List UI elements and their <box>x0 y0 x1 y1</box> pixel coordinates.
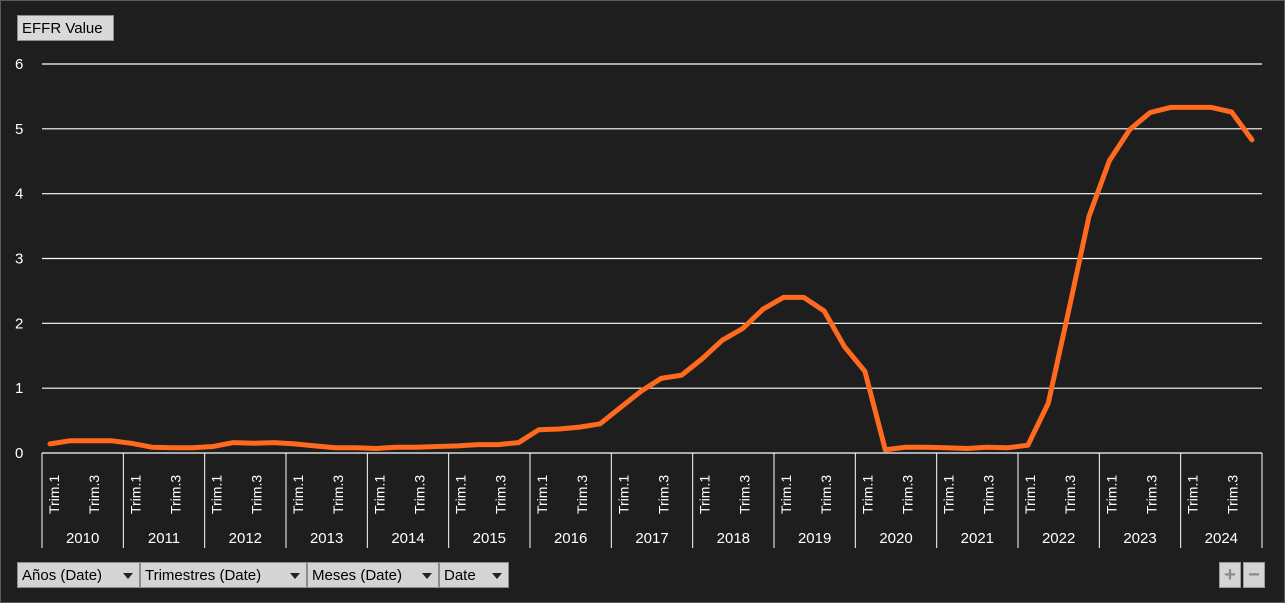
quarter-tick-label: Trim.3 <box>330 475 346 514</box>
field-button-years-label: Años (Date) <box>22 567 103 584</box>
field-button-years[interactable]: Años (Date) <box>17 562 140 588</box>
y-tick-label: 1 <box>15 380 23 397</box>
quarter-tick-label: Trim.1 <box>697 475 713 514</box>
year-label: 2014 <box>391 530 424 547</box>
quarter-tick-label: Trim.3 <box>493 475 509 514</box>
field-button-date-label: Date <box>444 567 476 584</box>
quarter-tick-label: Trim.1 <box>453 475 469 514</box>
quarter-tick-label: Trim.3 <box>249 475 265 514</box>
quarter-tick-label: Trim.1 <box>290 475 306 514</box>
quarter-tick-label: Trim.3 <box>818 475 834 514</box>
y-tick-label: 4 <box>15 186 23 203</box>
dropdown-arrow-icon <box>290 573 300 579</box>
quarter-tick-label: Trim.1 <box>778 475 794 514</box>
year-label: 2017 <box>635 530 668 547</box>
dropdown-arrow-icon <box>422 573 432 579</box>
year-label: 2011 <box>148 530 180 547</box>
y-tick-label: 6 <box>15 56 23 73</box>
field-button-quarters[interactable]: Trimestres (Date) <box>140 562 307 588</box>
quarter-tick-label: Trim.1 <box>127 475 143 514</box>
value-field-button[interactable]: EFFR Value <box>17 15 114 41</box>
quarter-tick-label: Trim.3 <box>411 475 427 514</box>
year-label: 2012 <box>229 530 262 547</box>
quarter-tick-label: Trim.1 <box>1103 475 1119 514</box>
quarter-tick-label: Trim.1 <box>1185 475 1201 514</box>
gridlines <box>42 63 1262 454</box>
y-tick-label: 5 <box>15 121 23 138</box>
quarter-tick-label: Trim.3 <box>167 475 183 514</box>
year-label: 2019 <box>798 530 831 547</box>
series-line-effr <box>47 104 1255 453</box>
quarter-tick-label: Trim.3 <box>1062 475 1078 514</box>
quarter-tick-label: Trim.1 <box>941 475 957 514</box>
y-axis-labels: 0 1 2 3 4 5 6 <box>15 56 23 462</box>
quarter-tick-label: Trim.1 <box>371 475 387 514</box>
value-field-label: EFFR Value <box>22 20 103 37</box>
y-tick-label: 3 <box>15 251 23 268</box>
year-label: 2016 <box>554 530 587 547</box>
year-label: 2013 <box>310 530 343 547</box>
year-label: 2015 <box>473 530 506 547</box>
quarter-tick-label: Trim.3 <box>899 475 915 514</box>
quarter-tick-label: Trim.3 <box>574 475 590 514</box>
year-label: 2021 <box>961 530 994 547</box>
dropdown-arrow-icon <box>123 573 133 579</box>
collapse-button[interactable]: − <box>1243 562 1265 588</box>
year-label: 2022 <box>1042 530 1075 547</box>
expand-button[interactable]: + <box>1219 562 1241 588</box>
y-tick-label: 0 <box>15 445 23 462</box>
year-label: 2010 <box>66 530 99 547</box>
quarter-tick-label: Trim.1 <box>46 475 62 514</box>
quarter-tick-label: Trim.3 <box>86 475 102 514</box>
quarter-tick-label: Trim.1 <box>615 475 631 514</box>
year-label: 2023 <box>1123 530 1156 547</box>
quarter-tick-label: Trim.1 <box>1022 475 1038 514</box>
dropdown-arrow-icon <box>492 573 502 579</box>
y-tick-label: 2 <box>15 315 23 332</box>
year-label: 2024 <box>1205 530 1238 547</box>
quarter-tick-label: Trim.3 <box>655 475 671 514</box>
quarter-tick-label: Trim.1 <box>859 475 875 514</box>
quarter-tick-label: Trim.1 <box>209 475 225 514</box>
quarter-tick-label: Trim.3 <box>1143 475 1159 514</box>
quarter-tick-label: Trim.3 <box>1225 475 1241 514</box>
quarter-tick-label: Trim.1 <box>534 475 550 514</box>
field-button-quarters-label: Trimestres (Date) <box>145 567 262 584</box>
field-button-date[interactable]: Date <box>439 562 509 588</box>
year-label: 2018 <box>717 530 750 547</box>
field-button-months[interactable]: Meses (Date) <box>307 562 439 588</box>
field-button-months-label: Meses (Date) <box>312 567 403 584</box>
quarter-tick-label: Trim.3 <box>737 475 753 514</box>
quarter-tick-label: Trim.3 <box>981 475 997 514</box>
year-label: 2020 <box>879 530 912 547</box>
